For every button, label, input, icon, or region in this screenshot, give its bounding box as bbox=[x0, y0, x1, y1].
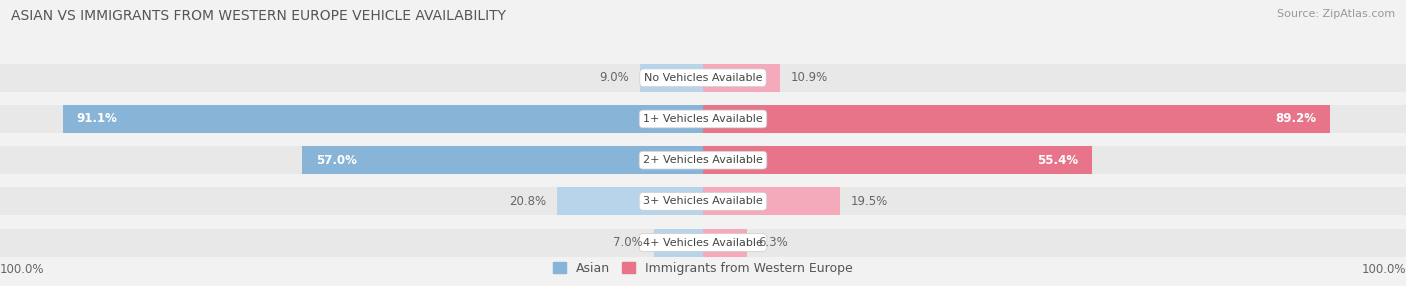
Bar bbox=[0, 187, 1406, 215]
Text: Source: ZipAtlas.com: Source: ZipAtlas.com bbox=[1277, 9, 1395, 19]
Bar bbox=[302, 146, 703, 174]
Bar bbox=[0, 105, 1406, 133]
Legend: Asian, Immigrants from Western Europe: Asian, Immigrants from Western Europe bbox=[548, 257, 858, 280]
Bar bbox=[0, 146, 1406, 174]
Text: 89.2%: 89.2% bbox=[1275, 112, 1316, 126]
Bar bbox=[703, 229, 748, 257]
Text: 9.0%: 9.0% bbox=[599, 71, 630, 84]
Bar bbox=[0, 64, 1406, 92]
Text: 2+ Vehicles Available: 2+ Vehicles Available bbox=[643, 155, 763, 165]
Bar bbox=[703, 146, 1092, 174]
Text: 100.0%: 100.0% bbox=[0, 263, 45, 276]
Text: 10.9%: 10.9% bbox=[790, 71, 827, 84]
Bar bbox=[703, 105, 1330, 133]
Bar bbox=[0, 229, 1406, 257]
Text: 20.8%: 20.8% bbox=[509, 195, 546, 208]
Bar bbox=[557, 187, 703, 215]
Text: 7.0%: 7.0% bbox=[613, 236, 644, 249]
Text: 3+ Vehicles Available: 3+ Vehicles Available bbox=[643, 196, 763, 206]
Bar bbox=[640, 64, 703, 92]
Text: 91.1%: 91.1% bbox=[77, 112, 118, 126]
Text: 19.5%: 19.5% bbox=[851, 195, 887, 208]
Bar bbox=[703, 187, 841, 215]
Text: 55.4%: 55.4% bbox=[1038, 154, 1078, 167]
Text: 57.0%: 57.0% bbox=[316, 154, 357, 167]
Text: No Vehicles Available: No Vehicles Available bbox=[644, 73, 762, 83]
Bar bbox=[654, 229, 703, 257]
Text: 100.0%: 100.0% bbox=[1361, 263, 1406, 276]
Bar bbox=[63, 105, 703, 133]
Text: 4+ Vehicles Available: 4+ Vehicles Available bbox=[643, 238, 763, 247]
Bar bbox=[703, 64, 779, 92]
Text: 6.3%: 6.3% bbox=[758, 236, 787, 249]
Text: ASIAN VS IMMIGRANTS FROM WESTERN EUROPE VEHICLE AVAILABILITY: ASIAN VS IMMIGRANTS FROM WESTERN EUROPE … bbox=[11, 9, 506, 23]
Text: 1+ Vehicles Available: 1+ Vehicles Available bbox=[643, 114, 763, 124]
